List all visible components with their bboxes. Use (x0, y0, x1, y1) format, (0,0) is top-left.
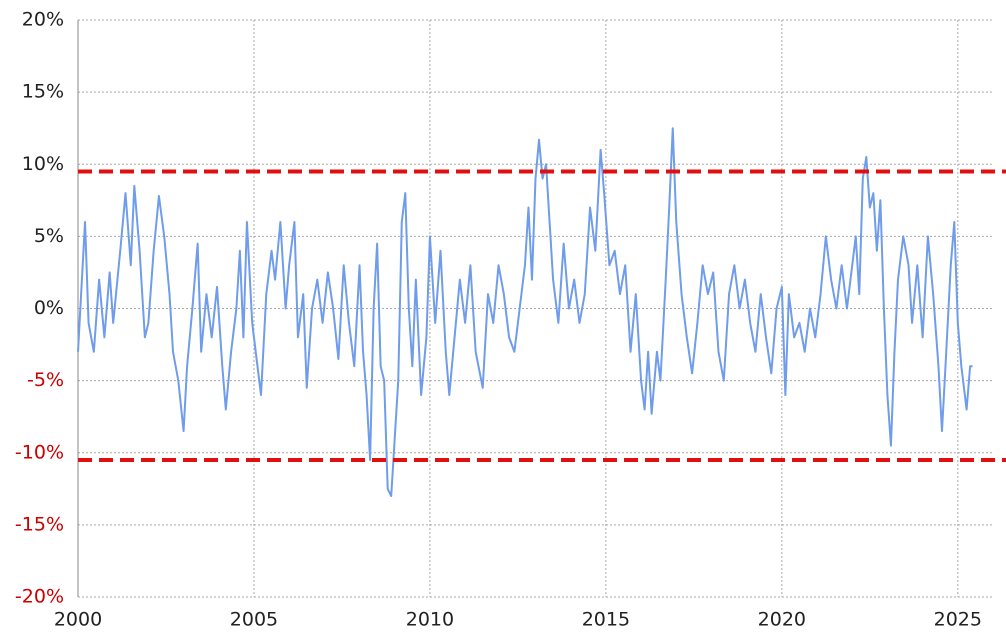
x-tick-label: 2025 (934, 609, 982, 631)
y-tick-label: -15% (15, 513, 64, 535)
data-line (77, 127, 973, 498)
grid-layer (77, 19, 993, 598)
x-tick-label: 2015 (582, 609, 630, 631)
y-tick-label: -20% (15, 586, 64, 608)
y-tick-label: -10% (15, 441, 64, 463)
x-tick-label: 2005 (230, 609, 278, 631)
x-tick-label: 2010 (406, 609, 454, 631)
y-tick-label: -5% (27, 369, 64, 391)
y-tick-label: 0% (34, 297, 64, 319)
y-tick-label: 15% (22, 81, 64, 103)
y-tick-label: 5% (34, 225, 64, 247)
x-tick-label: 2020 (758, 609, 806, 631)
x-tick-label: 2000 (54, 609, 102, 631)
label-layer: -20% -15% -10% -5% 0% 5% 10% 15% 20% 2000 2005 2010… (15, 9, 982, 631)
plot-layer (77, 127, 1006, 498)
y-tick-label: 20% (22, 9, 64, 31)
y-tick-label: 10% (22, 153, 64, 175)
